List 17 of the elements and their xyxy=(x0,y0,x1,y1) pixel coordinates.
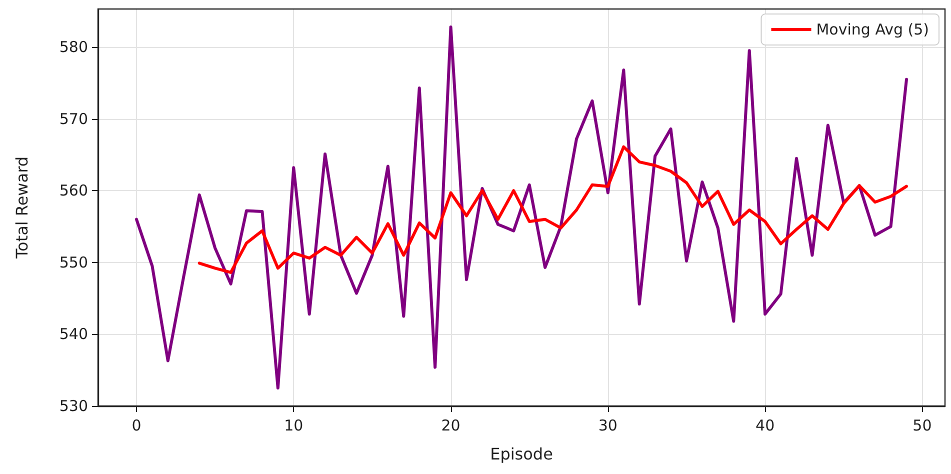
line-series xyxy=(198,145,908,274)
y-axis-title: Total Reward xyxy=(12,156,32,260)
x-tick-label: 50 xyxy=(912,416,932,434)
y-tick-label: 570 xyxy=(59,110,88,128)
x-tick-label: 0 xyxy=(132,416,142,434)
legend-label: Moving Avg (5) xyxy=(816,20,930,38)
x-tick-label: 30 xyxy=(598,416,618,434)
y-tick-label: 530 xyxy=(59,397,88,415)
x-tick-label: 10 xyxy=(284,416,304,434)
line-series xyxy=(135,25,908,390)
x-tick-label: 20 xyxy=(441,416,460,434)
x-axis-title: Episode xyxy=(490,444,553,464)
y-tick-label: 560 xyxy=(59,182,88,200)
y-tick-label: 580 xyxy=(59,38,88,56)
y-tick-label: 540 xyxy=(59,325,88,344)
x-tick-label: 40 xyxy=(756,416,775,434)
y-tick-label: 550 xyxy=(59,253,88,272)
